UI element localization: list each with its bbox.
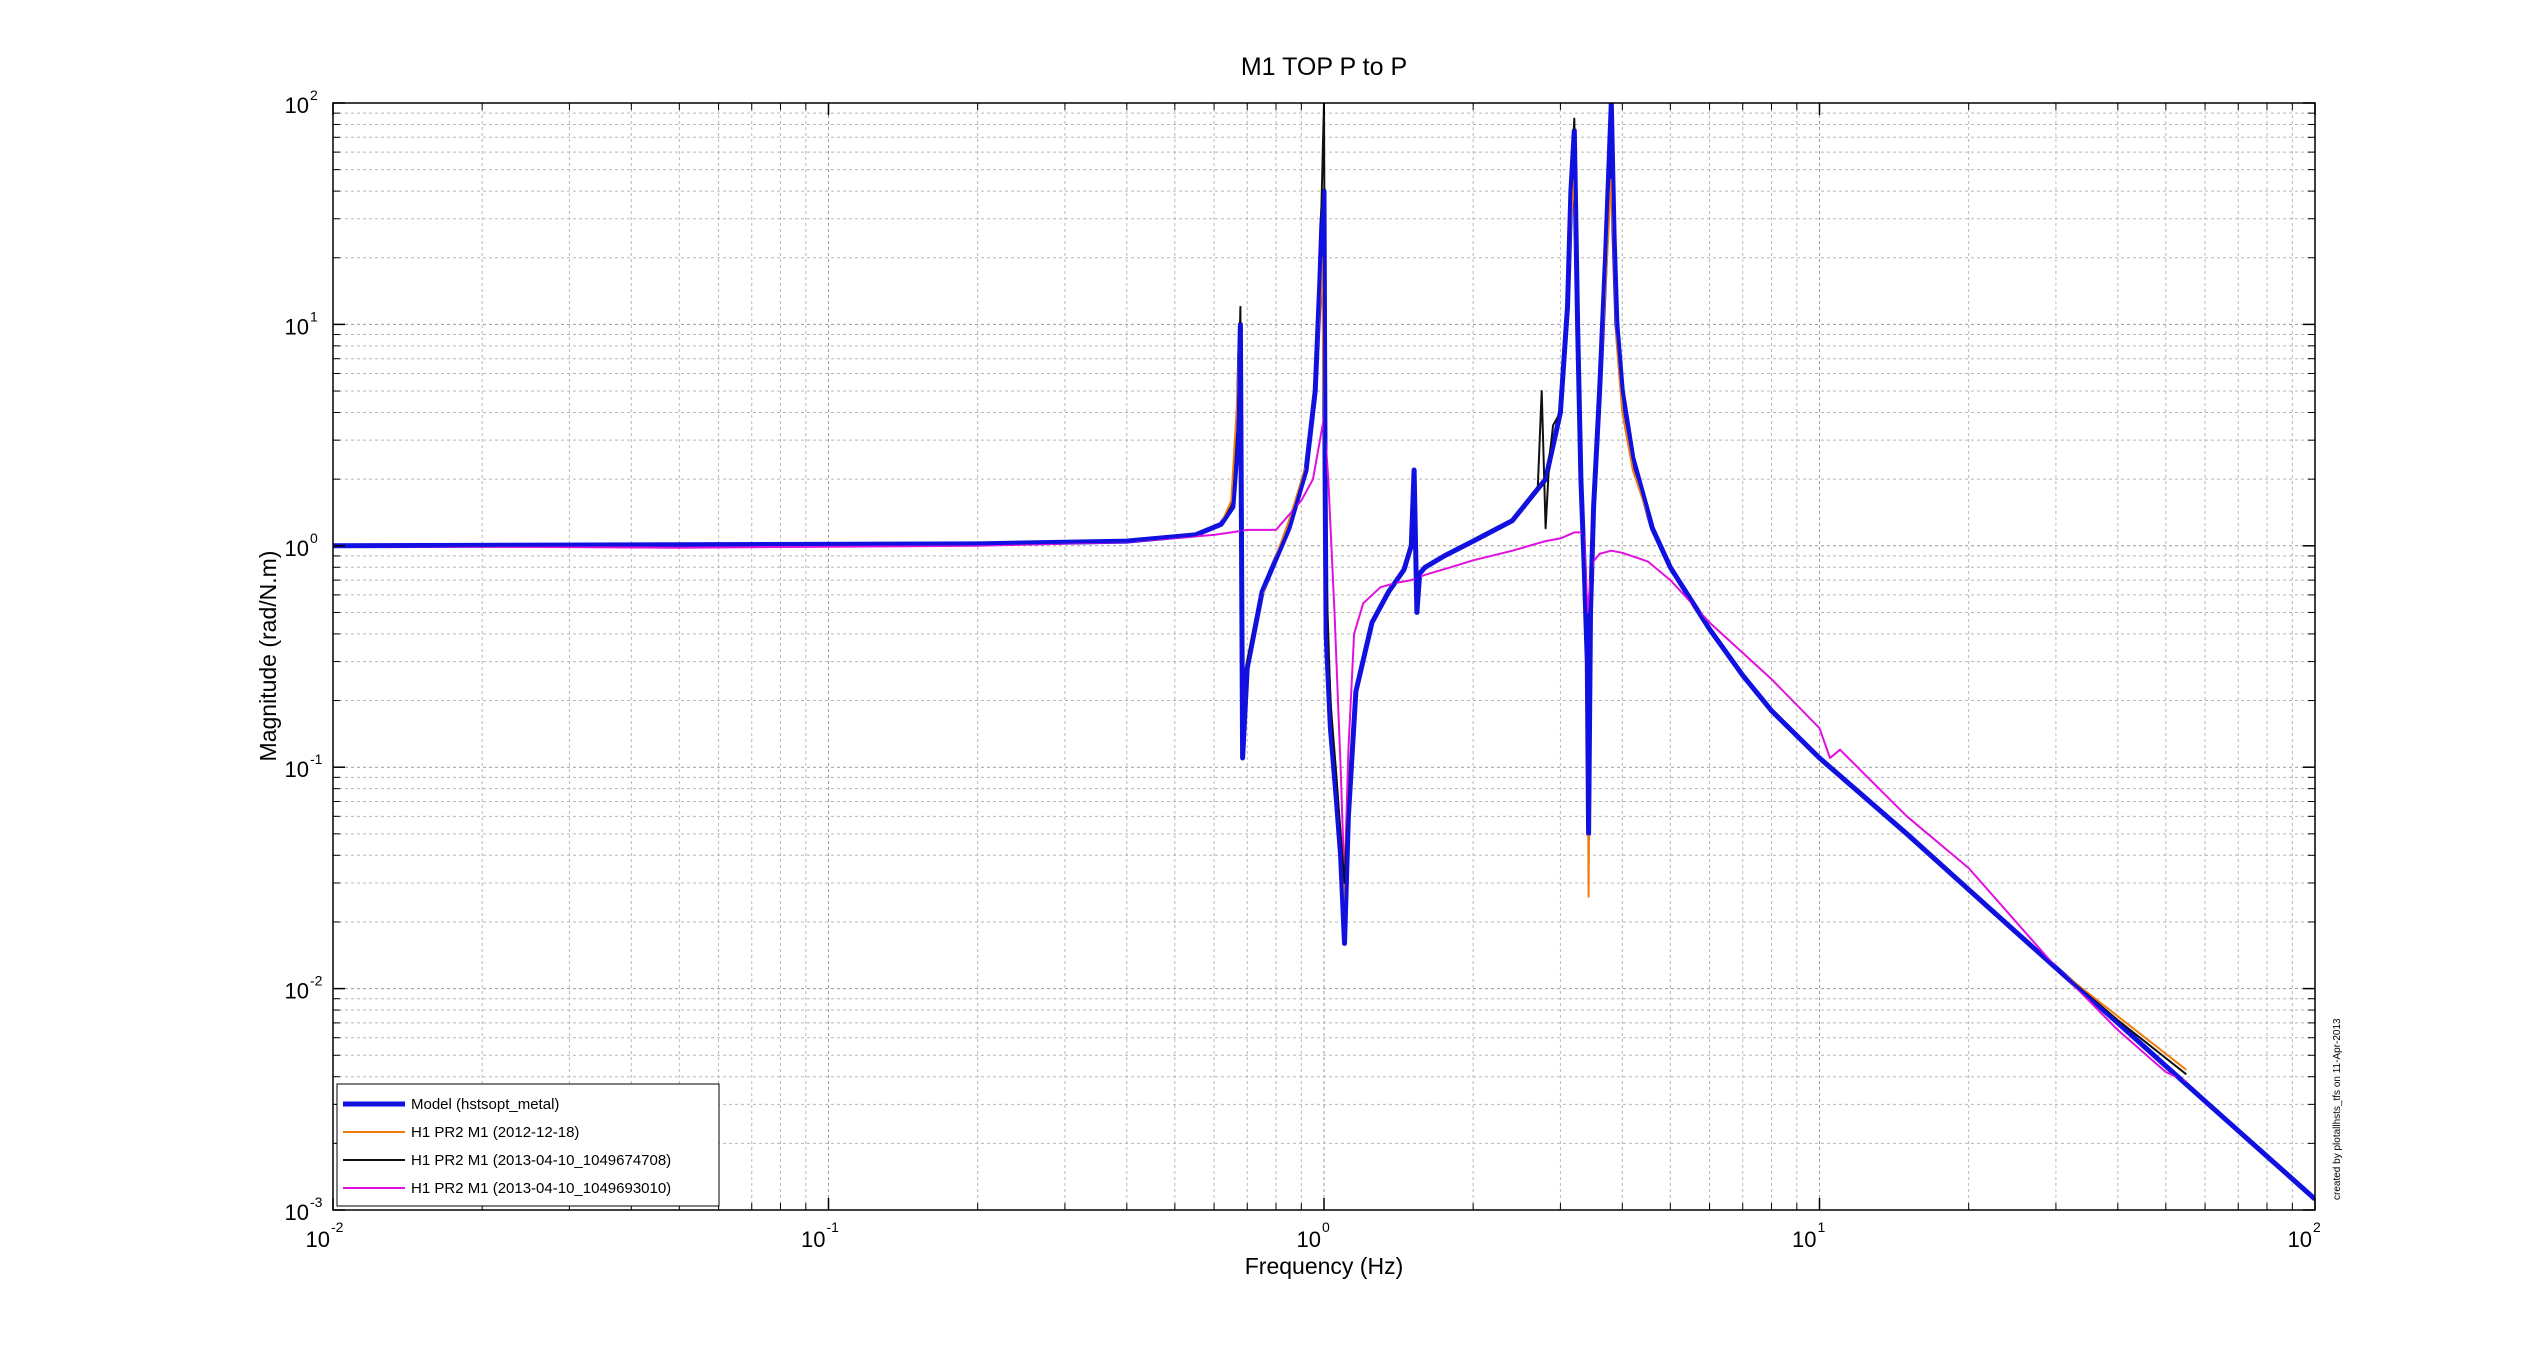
y-tick-label: 10 2	[285, 87, 318, 118]
y-tick-label-base: 10	[285, 979, 309, 1004]
chart-title: M1 TOP P to P	[1241, 53, 1407, 81]
x-tick-label: 10 -1	[801, 1219, 839, 1252]
x-tick-label: 10 0	[1297, 1219, 1330, 1252]
series-line-0-overlay	[333, 103, 2315, 1201]
x-tick-label-exponent: -2	[331, 1219, 344, 1235]
legend-label-1049693010: H1 PR2 M1 (2013-04-10_1049693010)	[411, 1180, 671, 1197]
x-tick-label-base: 10	[801, 1227, 825, 1252]
legend-label-model: Model (hstsopt_metal)	[411, 1096, 559, 1113]
y-tick-label-exponent: -2	[310, 973, 323, 989]
x-tick-label-base: 10	[1792, 1227, 1816, 1252]
legend-label-1049674708: H1 PR2 M1 (2013-04-10_1049674708)	[411, 1152, 671, 1169]
x-tick-label-exponent: 2	[2313, 1219, 2321, 1235]
y-tick-label-base: 10	[285, 757, 309, 782]
y-tick-label-base: 10	[285, 93, 309, 118]
y-tick-label-base: 10	[285, 1200, 309, 1225]
y-axis-label: Magnitude (rad/N.m)	[255, 551, 281, 762]
x-tick-label-exponent: -1	[827, 1219, 840, 1235]
y-tick-label-exponent: -3	[310, 1194, 323, 1210]
x-tick-label-exponent: 1	[1818, 1219, 1826, 1235]
series-line-3	[333, 416, 2187, 1083]
legend: Model (hstsopt_metal) H1 PR2 M1 (2012-12…	[336, 1083, 720, 1207]
credit-annotation: created by plotallhsts_tfs on 11-Apr-201…	[2332, 1018, 2343, 1200]
y-tick-label: 10 -1	[285, 751, 323, 782]
y-tick-label: 10 -2	[285, 973, 323, 1004]
x-tick-label-base: 10	[1297, 1227, 1321, 1252]
x-tick-label: 10 1	[1792, 1219, 1825, 1252]
y-tick-label: 10 1	[285, 308, 318, 339]
y-tick-label-exponent: 2	[310, 87, 318, 103]
x-tick-label: 10 2	[2288, 1219, 2321, 1252]
plot-lines	[333, 103, 2315, 1201]
y-tick-label-exponent: -1	[310, 751, 323, 767]
x-axis-label: Frequency (Hz)	[1245, 1253, 1403, 1279]
y-tick-label-base: 10	[285, 314, 309, 339]
x-tick-label-base: 10	[2288, 1227, 2312, 1252]
x-tick-label-base: 10	[306, 1227, 330, 1252]
y-tick-label-exponent: 0	[310, 530, 318, 546]
axis-ticks: 10 -2 10 -1 10 0 10 1 10 210 -310 -210 -110 010 110 2	[285, 87, 2321, 1252]
x-tick-label-exponent: 0	[1322, 1219, 1330, 1235]
series-line-1	[1126, 178, 2187, 1071]
x-tick-label: 10 -2	[306, 1219, 344, 1252]
y-tick-label: 10 0	[285, 530, 318, 561]
y-tick-label: 10 -3	[285, 1194, 323, 1225]
y-tick-label-exponent: 1	[310, 308, 318, 324]
y-tick-label-base: 10	[285, 536, 309, 561]
legend-label-2012-12-18: H1 PR2 M1 (2012-12-18)	[411, 1124, 579, 1141]
series-line-2	[333, 103, 2187, 1076]
